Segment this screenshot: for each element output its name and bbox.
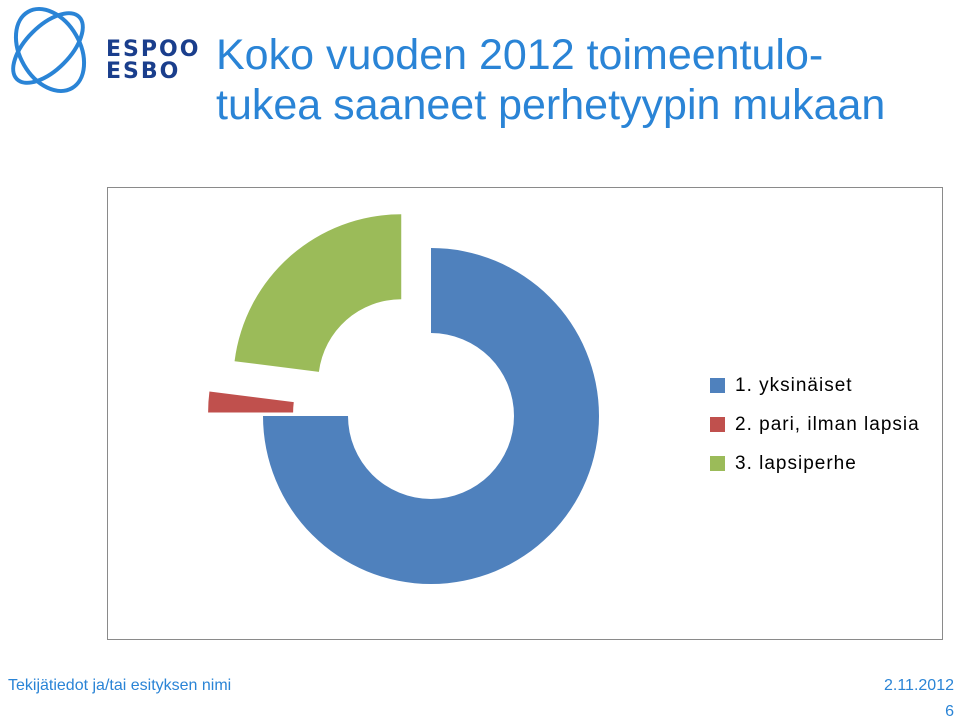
doughnut-chart (208, 214, 599, 584)
legend-swatch-1 (710, 378, 725, 393)
logo-ring-icon (11, 7, 87, 93)
title-line-2: tukea saaneet perhetyypin mukaan (216, 81, 886, 129)
legend-label-2: 2. pari, ilman lapsia (735, 413, 920, 435)
footer-date: 2.11.2012 (884, 677, 954, 694)
chart-legend: 1. yksinäiset 2. pari, ilman lapsia 3. lap… (710, 366, 920, 483)
espoo-logo: ESPOO ESBO (0, 0, 200, 100)
slide-title: Koko vuoden 2012 toimeentulo- tukea saan… (216, 30, 936, 130)
legend-item-2: 2. pari, ilman lapsia (710, 405, 920, 444)
legend-swatch-2 (710, 417, 725, 432)
legend-swatch-3 (710, 456, 725, 471)
logo-text-espoo: ESPOO (106, 37, 201, 62)
legend-label-3: 3. lapsiperhe (735, 452, 857, 474)
logo-text-esbo: ESBO (106, 59, 181, 84)
page-number: 6 (945, 703, 954, 720)
legend-item-3: 3. lapsiperhe (710, 444, 920, 483)
doughnut-slice-1 (263, 248, 599, 584)
legend-label-1: 1. yksinäiset (735, 374, 853, 396)
title-line-1: Koko vuoden 2012 toimeentulo- (216, 31, 824, 79)
doughnut-slice-3 (234, 214, 402, 372)
chart-area (107, 187, 943, 640)
legend-item-1: 1. yksinäiset (710, 366, 920, 405)
doughnut-slice-2 (208, 391, 294, 413)
footer-author: Tekijätiedot ja/tai esityksen nimi (8, 677, 232, 694)
